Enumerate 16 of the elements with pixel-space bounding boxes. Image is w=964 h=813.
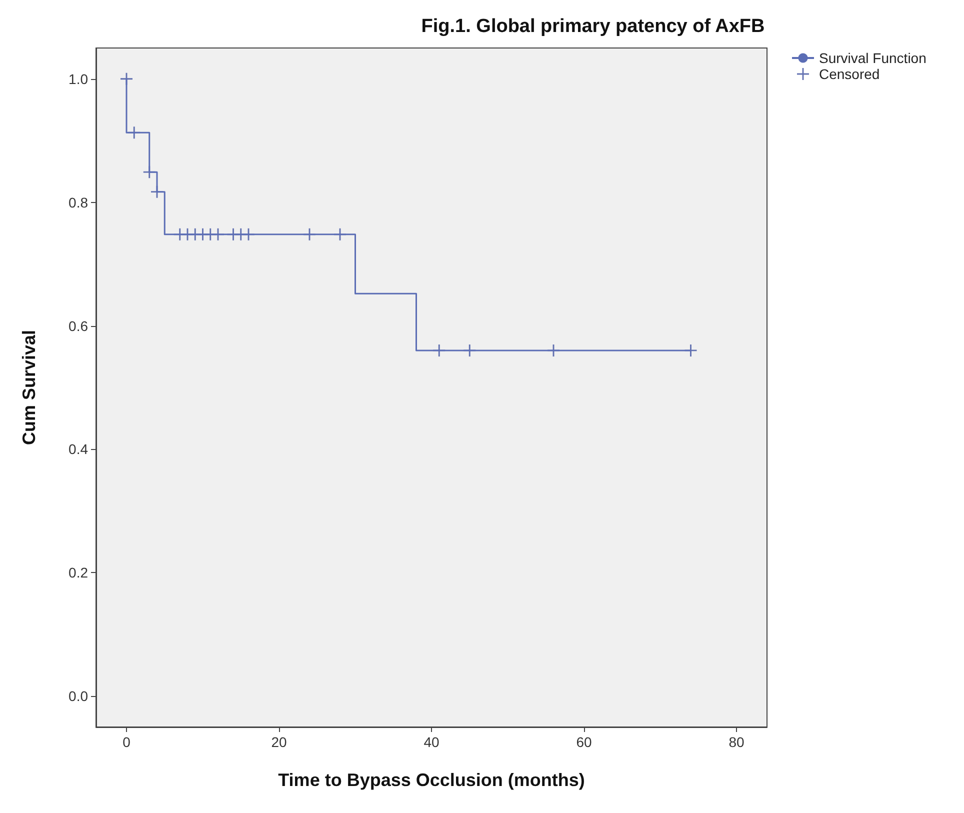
x-tick-label: 40 <box>424 734 440 750</box>
y-tick-label: 0.6 <box>68 318 88 334</box>
y-axis-title: Cum Survival <box>19 330 39 446</box>
chart-title: Fig.1. Global primary patency of AxFB <box>421 16 765 37</box>
x-tick-label: 0 <box>122 734 131 750</box>
x-tick-label: 20 <box>271 734 287 750</box>
y-tick-label: 0.8 <box>68 194 88 210</box>
y-tick-label: 0.4 <box>68 441 88 458</box>
y-tick-label: 0.0 <box>68 688 88 704</box>
y-tick-label: 1.0 <box>68 70 88 87</box>
x-axis-title: Time to Bypass Occlusion (months) <box>278 770 585 790</box>
y-tick-label: 0.2 <box>68 564 88 581</box>
x-tick-label: 80 <box>728 734 744 750</box>
legend-label: Censored <box>819 66 880 82</box>
legend-label: Survival Function <box>819 50 926 66</box>
x-tick-label: 60 <box>576 734 592 750</box>
